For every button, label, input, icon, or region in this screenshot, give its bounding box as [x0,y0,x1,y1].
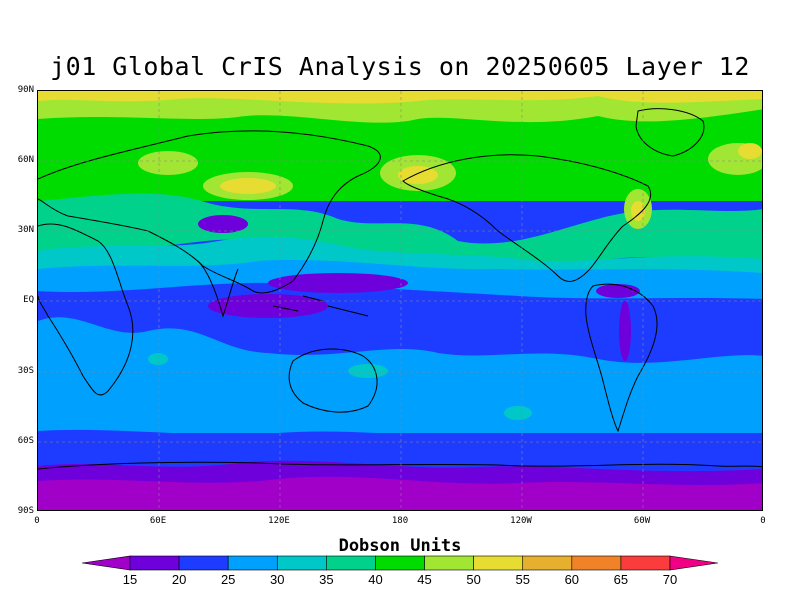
colorbar-tick-label: 50 [466,572,481,587]
colorbar-tick-label: 70 [662,572,678,587]
colorbar-box [178,555,229,571]
colorbar-tick-label: 20 [171,572,187,587]
colorbar-tick-label: 55 [515,572,530,587]
lat-label-60s: 60S [17,436,34,446]
lon-label-60e: 60E [149,516,167,526]
colorbar-tick-label: 25 [220,572,236,587]
lat-label-eq: EQ [23,295,34,305]
band-15-south [38,476,762,510]
colorbar-box [375,555,425,571]
band-50-north [38,91,762,123]
colorbar-box [473,555,524,571]
lon-label-0: 0 [34,516,40,526]
colorbar-tick-label: 40 [368,572,383,587]
colorbar-box [276,555,327,571]
colorbar-tick-label: 15 [122,572,138,587]
lon-label-60w: 60W [633,516,651,526]
colorbar-tick-label: 60 [564,572,580,587]
colorbar-tick-label: 45 [417,572,432,587]
lon-label-0-east: 0 [760,516,766,526]
colorbar-box [571,555,622,571]
graticule [38,91,762,510]
lon-label-120e: 120E [268,516,290,526]
band-25-south [38,429,762,459]
band-30-south [38,317,762,422]
colorbar-low-arrow [81,555,131,571]
lat-label-30s: 30S [17,366,34,376]
band-40-north [38,193,762,266]
colorbar-box [424,555,474,571]
lat-label-90s: 90S [17,506,34,516]
colorbar-title: Dobson Units [338,536,462,556]
lat-label-60n: 60N [17,155,34,165]
lat-label-30n: 30N [17,225,34,235]
band-55-north [38,91,762,104]
map-title: j01 Global CrIS Analysis on 20250605 Lay… [50,52,750,81]
lon-label-180: 180 [391,516,409,526]
colorbar-box [129,555,180,571]
lon-label-120w: 120W [510,516,532,526]
colorbar-box [326,555,376,571]
colorbar-high-arrow [669,555,719,571]
colorbar-tick-label: 30 [270,572,285,587]
colorbar-box [522,555,573,571]
colorbar [81,555,719,571]
lat-label-90n: 90N [17,85,34,95]
ozone-map [37,90,763,511]
colorbar-box [227,555,278,571]
ozone-map-svg [38,91,762,510]
colorbar-tick-label: 65 [613,572,629,587]
colorbar-tick-label: 35 [319,572,334,587]
colorbar-box [620,555,671,571]
coastlines [38,108,762,470]
